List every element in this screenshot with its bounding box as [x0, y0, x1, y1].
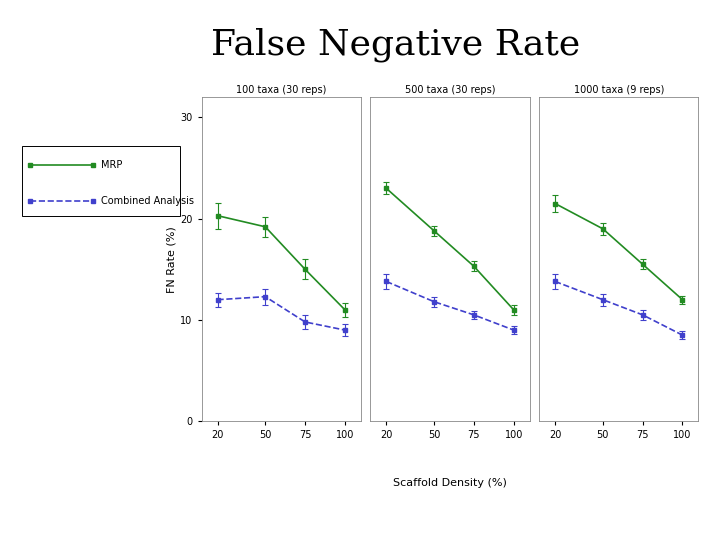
Text: MRP: MRP [101, 160, 122, 171]
Text: False Negative Rate: False Negative Rate [212, 27, 580, 62]
Text: Combined Analysis: Combined Analysis [101, 195, 194, 206]
Y-axis label: FN Rate (%): FN Rate (%) [166, 226, 176, 293]
Title: 500 taxa (30 reps): 500 taxa (30 reps) [405, 85, 495, 95]
Title: 100 taxa (30 reps): 100 taxa (30 reps) [236, 85, 326, 95]
Text: Scaffold Density (%): Scaffold Density (%) [393, 478, 507, 488]
Title: 1000 taxa (9 reps): 1000 taxa (9 reps) [574, 85, 664, 95]
